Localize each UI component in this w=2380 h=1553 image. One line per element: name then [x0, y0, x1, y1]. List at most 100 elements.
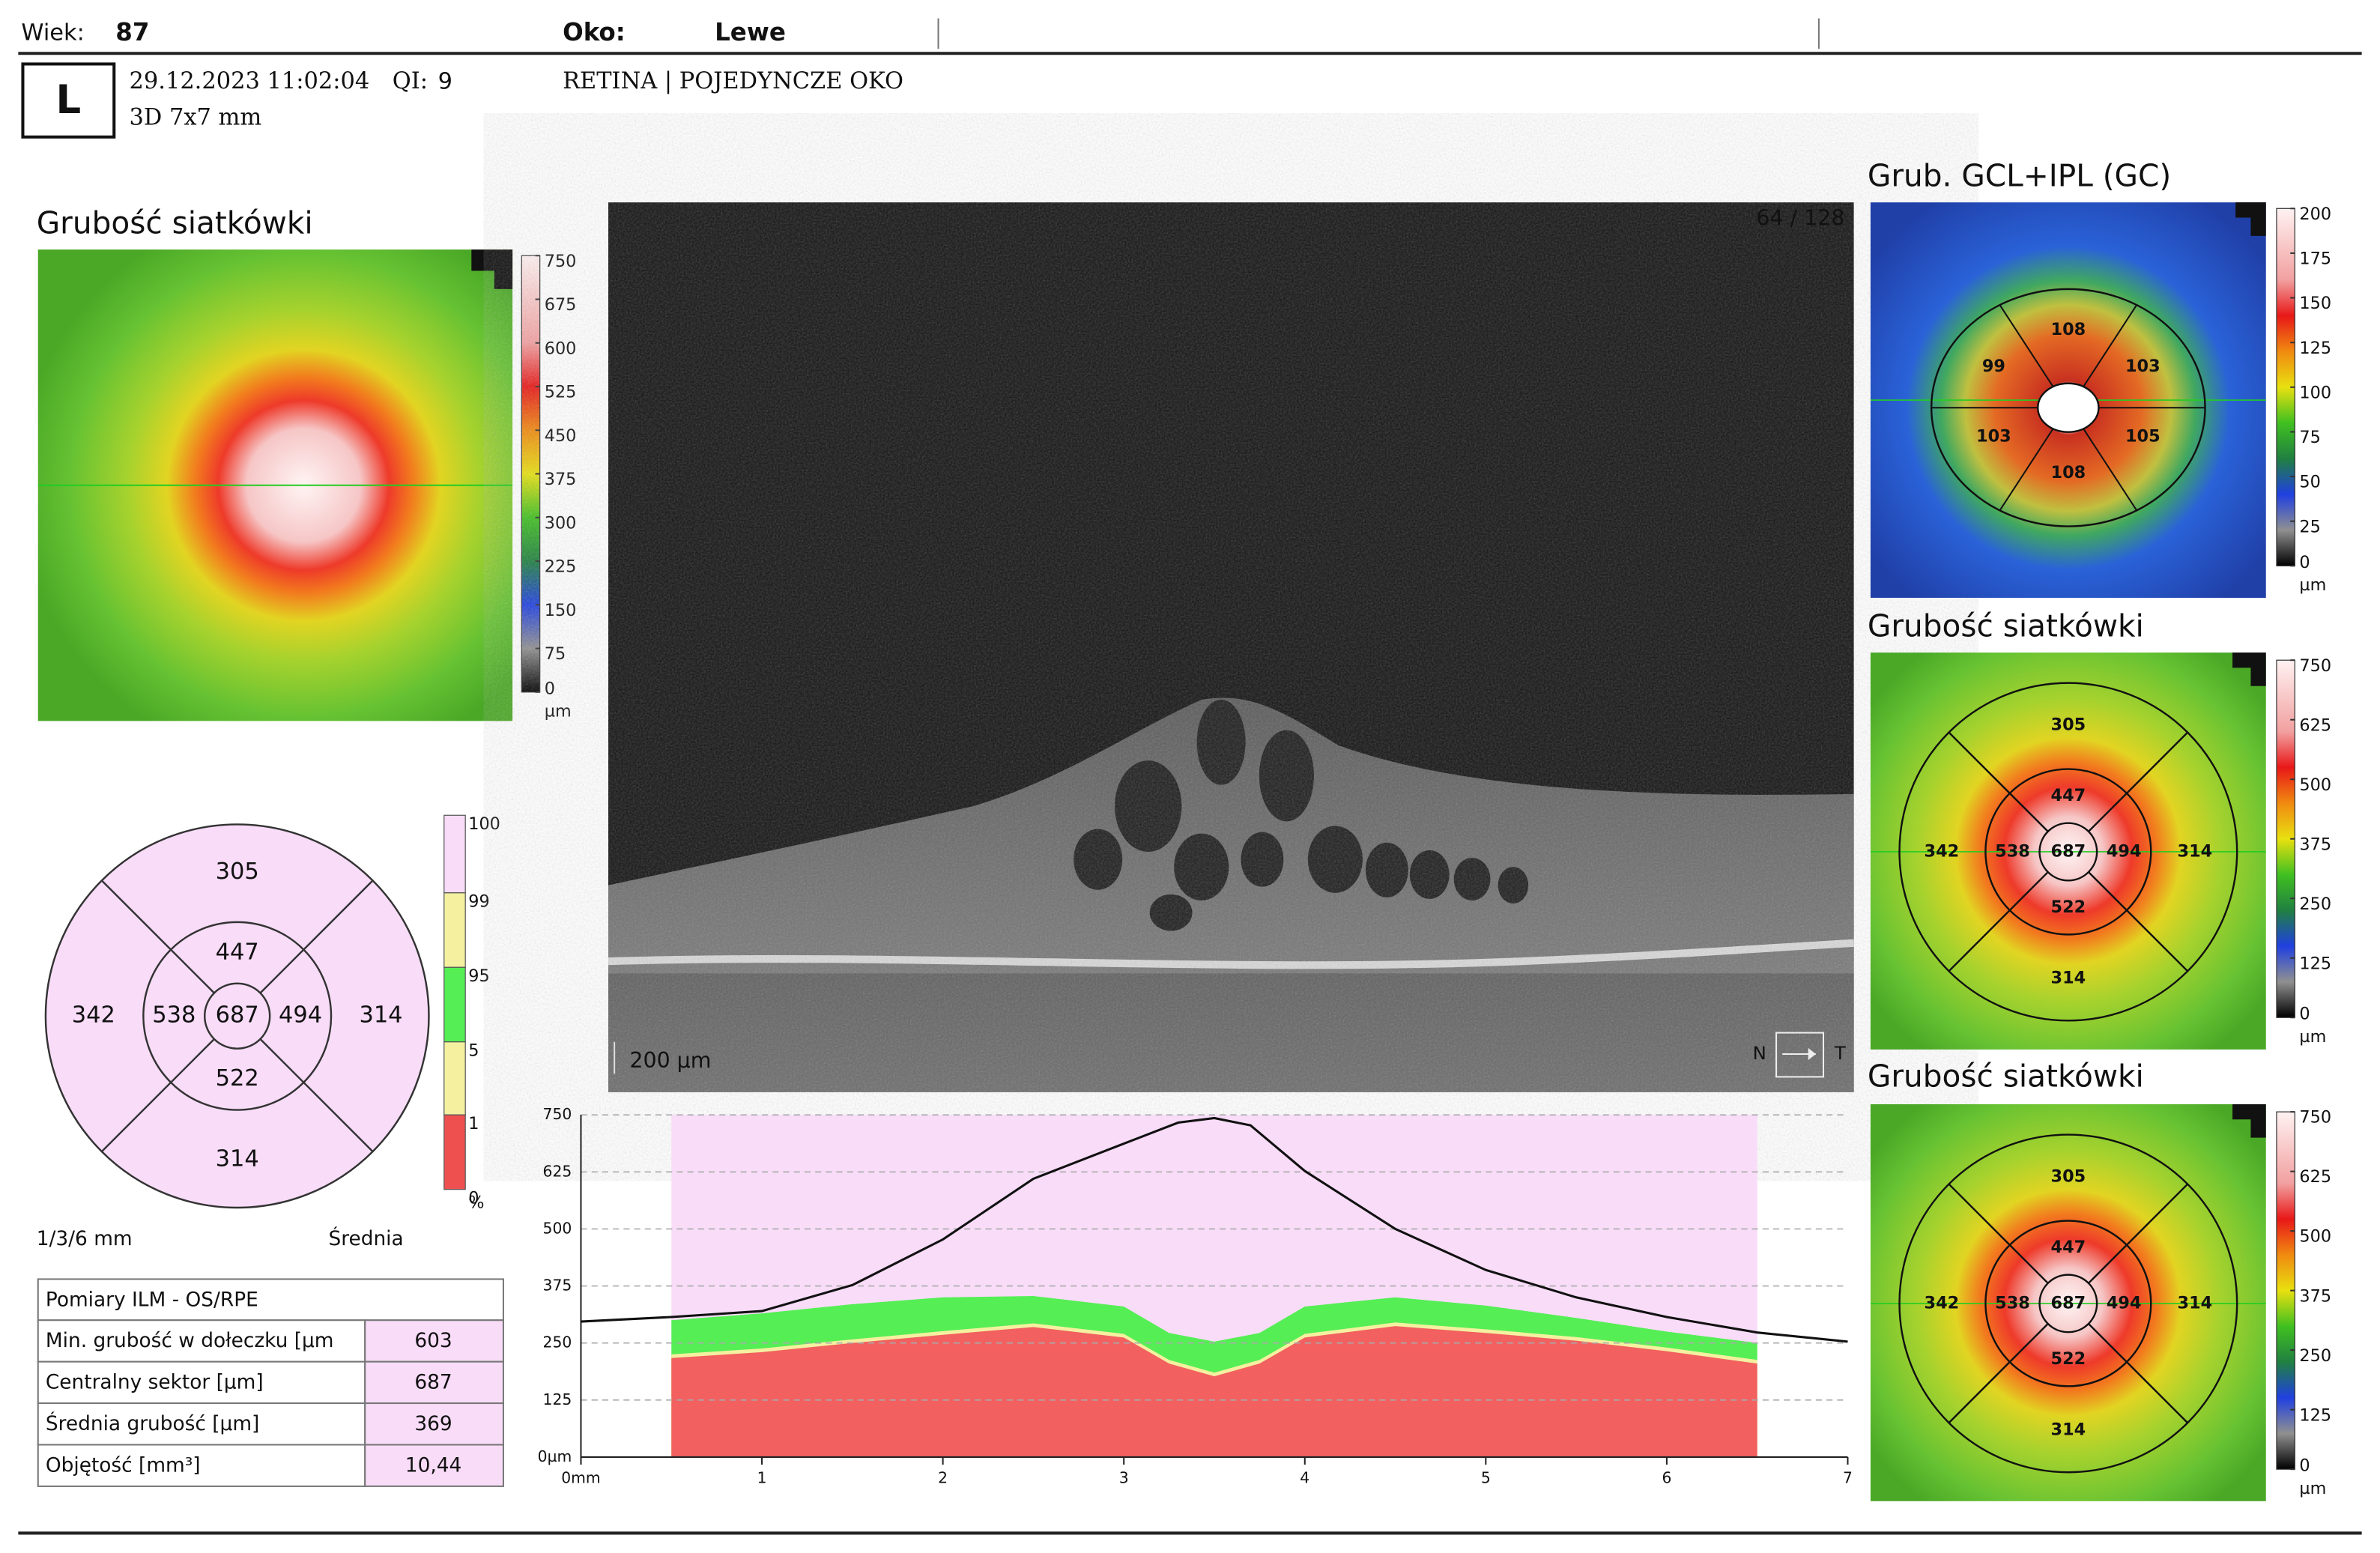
x-tick-label: 5 — [1481, 1468, 1491, 1486]
colorbar-label: 625 — [2299, 715, 2331, 735]
sector-value: 494 — [279, 1002, 322, 1029]
x-tick-label: 4 — [1300, 1468, 1309, 1486]
age: 87 — [115, 18, 149, 46]
grid-spoke — [1948, 1183, 2049, 1284]
table-label: Centralny sektor [µm] — [46, 1372, 264, 1394]
sector-value: 305 — [2051, 715, 2086, 734]
y-tick-label: 0µm — [538, 1447, 572, 1465]
grid-ring — [1898, 1133, 2238, 1474]
colorbar-label: 375 — [2299, 835, 2331, 854]
map-notch — [471, 249, 513, 289]
grid-ring — [203, 982, 271, 1050]
bscan-temporal: T — [1834, 1042, 1846, 1064]
colorbar-label: 0 — [2299, 553, 2310, 572]
grid-spoke — [2088, 731, 2189, 832]
profile-line — [581, 1116, 1848, 1343]
legend-label: 100 — [468, 814, 500, 834]
x-tick-label: 1 — [757, 1468, 767, 1486]
sector-value: 447 — [2051, 786, 2086, 805]
eye: Lewe — [715, 18, 786, 46]
table-label-cell — [37, 1402, 366, 1446]
etdrs-grid — [44, 823, 430, 1209]
legend-label: 1 — [468, 1114, 479, 1133]
sector-value: 494 — [2107, 841, 2142, 861]
legend-band — [443, 892, 466, 968]
colorbar-label: 125 — [2299, 954, 2331, 973]
sector-value: 314 — [216, 1146, 259, 1172]
colorbar-label: 125 — [2299, 339, 2331, 358]
sector-value: 538 — [1995, 841, 2030, 861]
grid-spoke — [259, 1038, 374, 1152]
panel-title: Grub. GCL+IPL (GC) — [1868, 158, 2171, 194]
qi: 9 — [438, 68, 452, 94]
table-value: 10,44 — [405, 1454, 462, 1477]
colorbar-label: 150 — [545, 601, 577, 620]
panel-title: Grubość siatkówki — [1868, 1058, 2144, 1094]
colorbar-label: 450 — [545, 426, 577, 446]
grid-ring — [1984, 768, 2152, 936]
grid-spoke — [2088, 1323, 2189, 1424]
bscan-frame: 64 / 128 — [1756, 205, 1844, 230]
colorbar-label: 0 — [2299, 1005, 2310, 1024]
grid-ring — [2038, 1274, 2098, 1333]
direction-head — [1808, 1047, 1816, 1061]
bscan-nasal: N — [1753, 1042, 1766, 1064]
grid-spoke — [100, 880, 215, 994]
legend-band — [443, 814, 466, 894]
legend-label: 5 — [468, 1041, 479, 1060]
datetime: 29.12.2023 11:02:04 — [130, 68, 370, 94]
x-tick-label: 6 — [1662, 1468, 1671, 1486]
legend-band — [443, 1114, 466, 1190]
grid-spoke — [100, 1038, 215, 1152]
colorbar-label: 250 — [2299, 1346, 2331, 1366]
grid-ring — [1898, 682, 2238, 1022]
direction-box — [1775, 1032, 1825, 1078]
table-label: Objętość [mm³] — [46, 1454, 201, 1477]
colorbar-unit: µm — [2299, 1479, 2326, 1498]
grid-ring — [1984, 1220, 2152, 1387]
table-label: Średnia grubość [µm] — [46, 1411, 259, 1435]
scan: 3D 7x7 mm — [130, 105, 262, 131]
colorbar-label: 0 — [545, 679, 555, 698]
colorbar-label: 375 — [545, 470, 577, 489]
sector-value: 108 — [2051, 320, 2086, 339]
grid-spoke — [2088, 871, 2189, 972]
colorbar-label: 150 — [2299, 294, 2331, 313]
table-label-cell — [37, 1319, 366, 1363]
sector-value: 305 — [2051, 1166, 2086, 1186]
sector-value: 314 — [2178, 841, 2213, 861]
grid-label: 1/3/6 mm — [37, 1228, 133, 1250]
y-tick-label: 375 — [543, 1277, 572, 1295]
colorbar-label: 75 — [2299, 428, 2320, 447]
sector-value: 103 — [2125, 357, 2161, 376]
colorbar-label: 600 — [545, 339, 577, 358]
table-value-cell — [364, 1402, 504, 1446]
legend-band — [443, 1041, 466, 1115]
y-tick-label: 750 — [543, 1105, 572, 1123]
grid-spoke — [1948, 1323, 2049, 1424]
mode-label: Średnia — [328, 1226, 403, 1250]
etdrs-grid — [1898, 682, 2238, 1022]
table-label-cell — [37, 1444, 366, 1487]
colorbar-label: 125 — [2299, 1405, 2331, 1425]
table-value-cell — [364, 1319, 504, 1363]
sector-value: 687 — [2051, 1293, 2086, 1313]
colorbar-label: 500 — [2299, 1227, 2331, 1247]
table-value: 687 — [414, 1372, 452, 1394]
x-tick-label: 0mm — [561, 1468, 600, 1486]
sector-value: 305 — [216, 859, 259, 885]
etdrs-grid — [1898, 1133, 2238, 1474]
colorbar-label: 525 — [545, 383, 577, 402]
table-value: 603 — [414, 1330, 452, 1352]
protocol: RETINA | POJEDYNCZE OKO — [563, 68, 903, 94]
y-tick-label: 500 — [543, 1219, 572, 1237]
colorbar-unit: µm — [2299, 1027, 2326, 1047]
legend-label: 99 — [468, 891, 489, 911]
bscan-scale: 200 µm — [629, 1048, 711, 1073]
sector-value: 314 — [2051, 968, 2086, 987]
sector-value: 522 — [216, 1065, 259, 1092]
sector-value: 447 — [216, 939, 259, 965]
sector-value: 99 — [1982, 357, 2005, 376]
grid-ring — [2037, 382, 2100, 433]
table-value-cell — [364, 1444, 504, 1487]
